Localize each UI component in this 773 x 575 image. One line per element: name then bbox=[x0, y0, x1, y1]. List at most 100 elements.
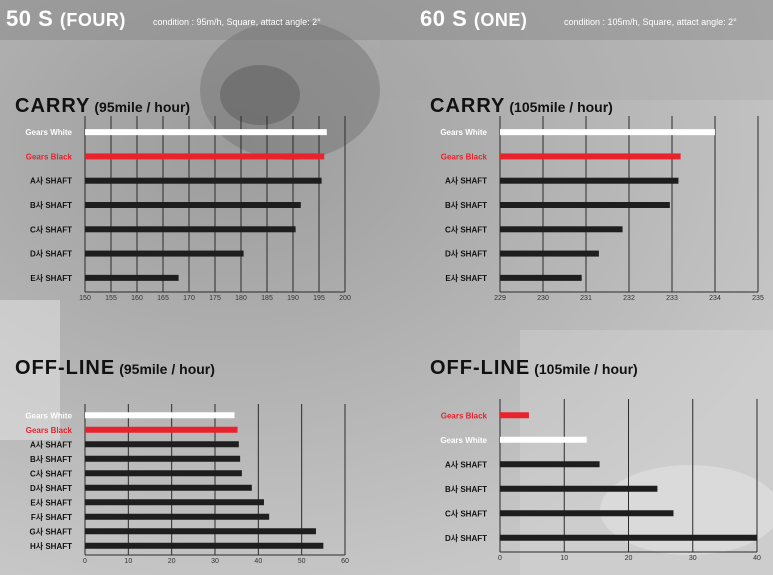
category-label: B사 SHAFT bbox=[445, 200, 487, 210]
offline-105-title: OFF-LINE (105mile / hour) bbox=[430, 357, 638, 380]
category-label: Gears White bbox=[440, 436, 487, 445]
right-heading-title: 60 S bbox=[420, 6, 468, 31]
category-label: E사 SHAFT bbox=[30, 273, 72, 283]
tick-label: 180 bbox=[235, 295, 247, 302]
bar bbox=[500, 226, 623, 233]
left-heading-paren: (FOUR) bbox=[59, 10, 126, 30]
tick-label: 50 bbox=[298, 558, 306, 565]
offline-105-subtitle: (105mile / hour) bbox=[534, 361, 638, 377]
bar bbox=[500, 177, 679, 184]
bar bbox=[85, 441, 239, 448]
bar bbox=[500, 510, 674, 517]
bar bbox=[500, 485, 658, 492]
bar bbox=[85, 202, 301, 208]
bar bbox=[500, 412, 529, 419]
offline-95-subtitle: (95mile / hour) bbox=[119, 361, 215, 377]
bar bbox=[500, 129, 715, 136]
left-section-heading: 50 S (FOUR) bbox=[6, 6, 126, 32]
category-label: D사 SHAFT bbox=[445, 249, 487, 259]
left-condition-text: condition : 95m/h, Square, attact angle:… bbox=[153, 17, 321, 27]
tick-label: 30 bbox=[689, 555, 697, 562]
category-label: A사 SHAFT bbox=[445, 176, 487, 186]
right-heading-paren: (ONE) bbox=[473, 10, 528, 30]
category-label: Gears Black bbox=[441, 411, 488, 420]
tick-label: 60 bbox=[341, 558, 349, 565]
category-label: A사 SHAFT bbox=[30, 176, 72, 186]
category-label: A사 SHAFT bbox=[445, 459, 487, 469]
tick-label: 233 bbox=[666, 295, 678, 302]
bar bbox=[85, 513, 270, 520]
tick-label: 170 bbox=[183, 295, 195, 302]
category-label: H사 SHAFT bbox=[30, 541, 72, 551]
bar bbox=[85, 412, 235, 419]
bar bbox=[85, 499, 264, 506]
tick-label: 20 bbox=[625, 555, 633, 562]
category-label: E사 SHAFT bbox=[445, 273, 487, 283]
carry-95-subtitle: (95mile / hour) bbox=[94, 99, 191, 115]
left-heading-title: 50 S bbox=[6, 6, 54, 31]
category-label: Gears White bbox=[440, 128, 487, 137]
tick-label: 40 bbox=[254, 558, 262, 565]
offline-95-title: OFF-LINE (95mile / hour) bbox=[15, 357, 215, 380]
bar bbox=[85, 528, 316, 535]
bar bbox=[85, 542, 324, 549]
tick-label: 229 bbox=[494, 295, 506, 302]
bar bbox=[85, 426, 238, 433]
tick-label: 0 bbox=[83, 558, 87, 565]
bar bbox=[85, 274, 179, 281]
tick-label: 10 bbox=[124, 558, 132, 565]
tick-label: 232 bbox=[623, 295, 635, 302]
bar bbox=[85, 129, 327, 136]
tick-label: 150 bbox=[79, 295, 91, 302]
category-label: F사 SHAFT bbox=[31, 512, 72, 522]
tick-label: 160 bbox=[131, 295, 143, 302]
tick-label: 175 bbox=[209, 295, 221, 302]
category-label: C사 SHAFT bbox=[445, 224, 487, 234]
bar bbox=[500, 153, 681, 160]
category-label: C사 SHAFT bbox=[445, 508, 487, 518]
bar bbox=[85, 153, 325, 160]
carry-95-title-main: CARRY bbox=[15, 95, 91, 117]
category-label: B사 SHAFT bbox=[30, 454, 72, 464]
tick-label: 10 bbox=[560, 555, 568, 562]
category-label: D사 SHAFT bbox=[30, 249, 72, 259]
bar bbox=[85, 470, 242, 477]
tick-label: 234 bbox=[709, 295, 721, 302]
tick-label: 185 bbox=[261, 295, 273, 302]
tick-label: 190 bbox=[287, 295, 299, 302]
category-label: G사 SHAFT bbox=[30, 526, 73, 536]
offline-105-title-main: OFF-LINE bbox=[430, 357, 531, 379]
right-section-heading: 60 S (ONE) bbox=[420, 6, 527, 32]
bar bbox=[500, 461, 600, 468]
tick-label: 231 bbox=[580, 295, 592, 302]
category-label: C사 SHAFT bbox=[30, 224, 72, 234]
bar bbox=[500, 274, 582, 281]
tick-label: 30 bbox=[211, 558, 219, 565]
bar bbox=[500, 436, 587, 443]
bar bbox=[85, 455, 241, 462]
tick-label: 40 bbox=[753, 555, 761, 562]
tick-label: 195 bbox=[313, 295, 325, 302]
category-label: B사 SHAFT bbox=[445, 484, 487, 494]
category-label: B사 SHAFT bbox=[30, 200, 72, 210]
category-label: E사 SHAFT bbox=[30, 497, 72, 507]
tick-label: 235 bbox=[752, 295, 764, 302]
carry-105-subtitle: (105mile / hour) bbox=[509, 99, 613, 115]
category-label: D사 SHAFT bbox=[445, 533, 487, 543]
category-label: D사 SHAFT bbox=[30, 483, 72, 493]
bar bbox=[85, 226, 296, 233]
tick-label: 230 bbox=[537, 295, 549, 302]
category-label: Gears Black bbox=[26, 426, 73, 435]
right-condition-text: condition : 105m/h, Square, attact angle… bbox=[564, 17, 737, 27]
category-label: Gears White bbox=[25, 411, 72, 420]
tick-label: 20 bbox=[168, 558, 176, 565]
tick-label: 155 bbox=[105, 295, 117, 302]
bar bbox=[85, 250, 244, 257]
carry-105-title-main: CARRY bbox=[430, 95, 506, 117]
carry-105-title: CARRY (105mile / hour) bbox=[430, 95, 613, 118]
bar bbox=[85, 177, 322, 184]
offline-95-title-main: OFF-LINE bbox=[15, 357, 116, 379]
